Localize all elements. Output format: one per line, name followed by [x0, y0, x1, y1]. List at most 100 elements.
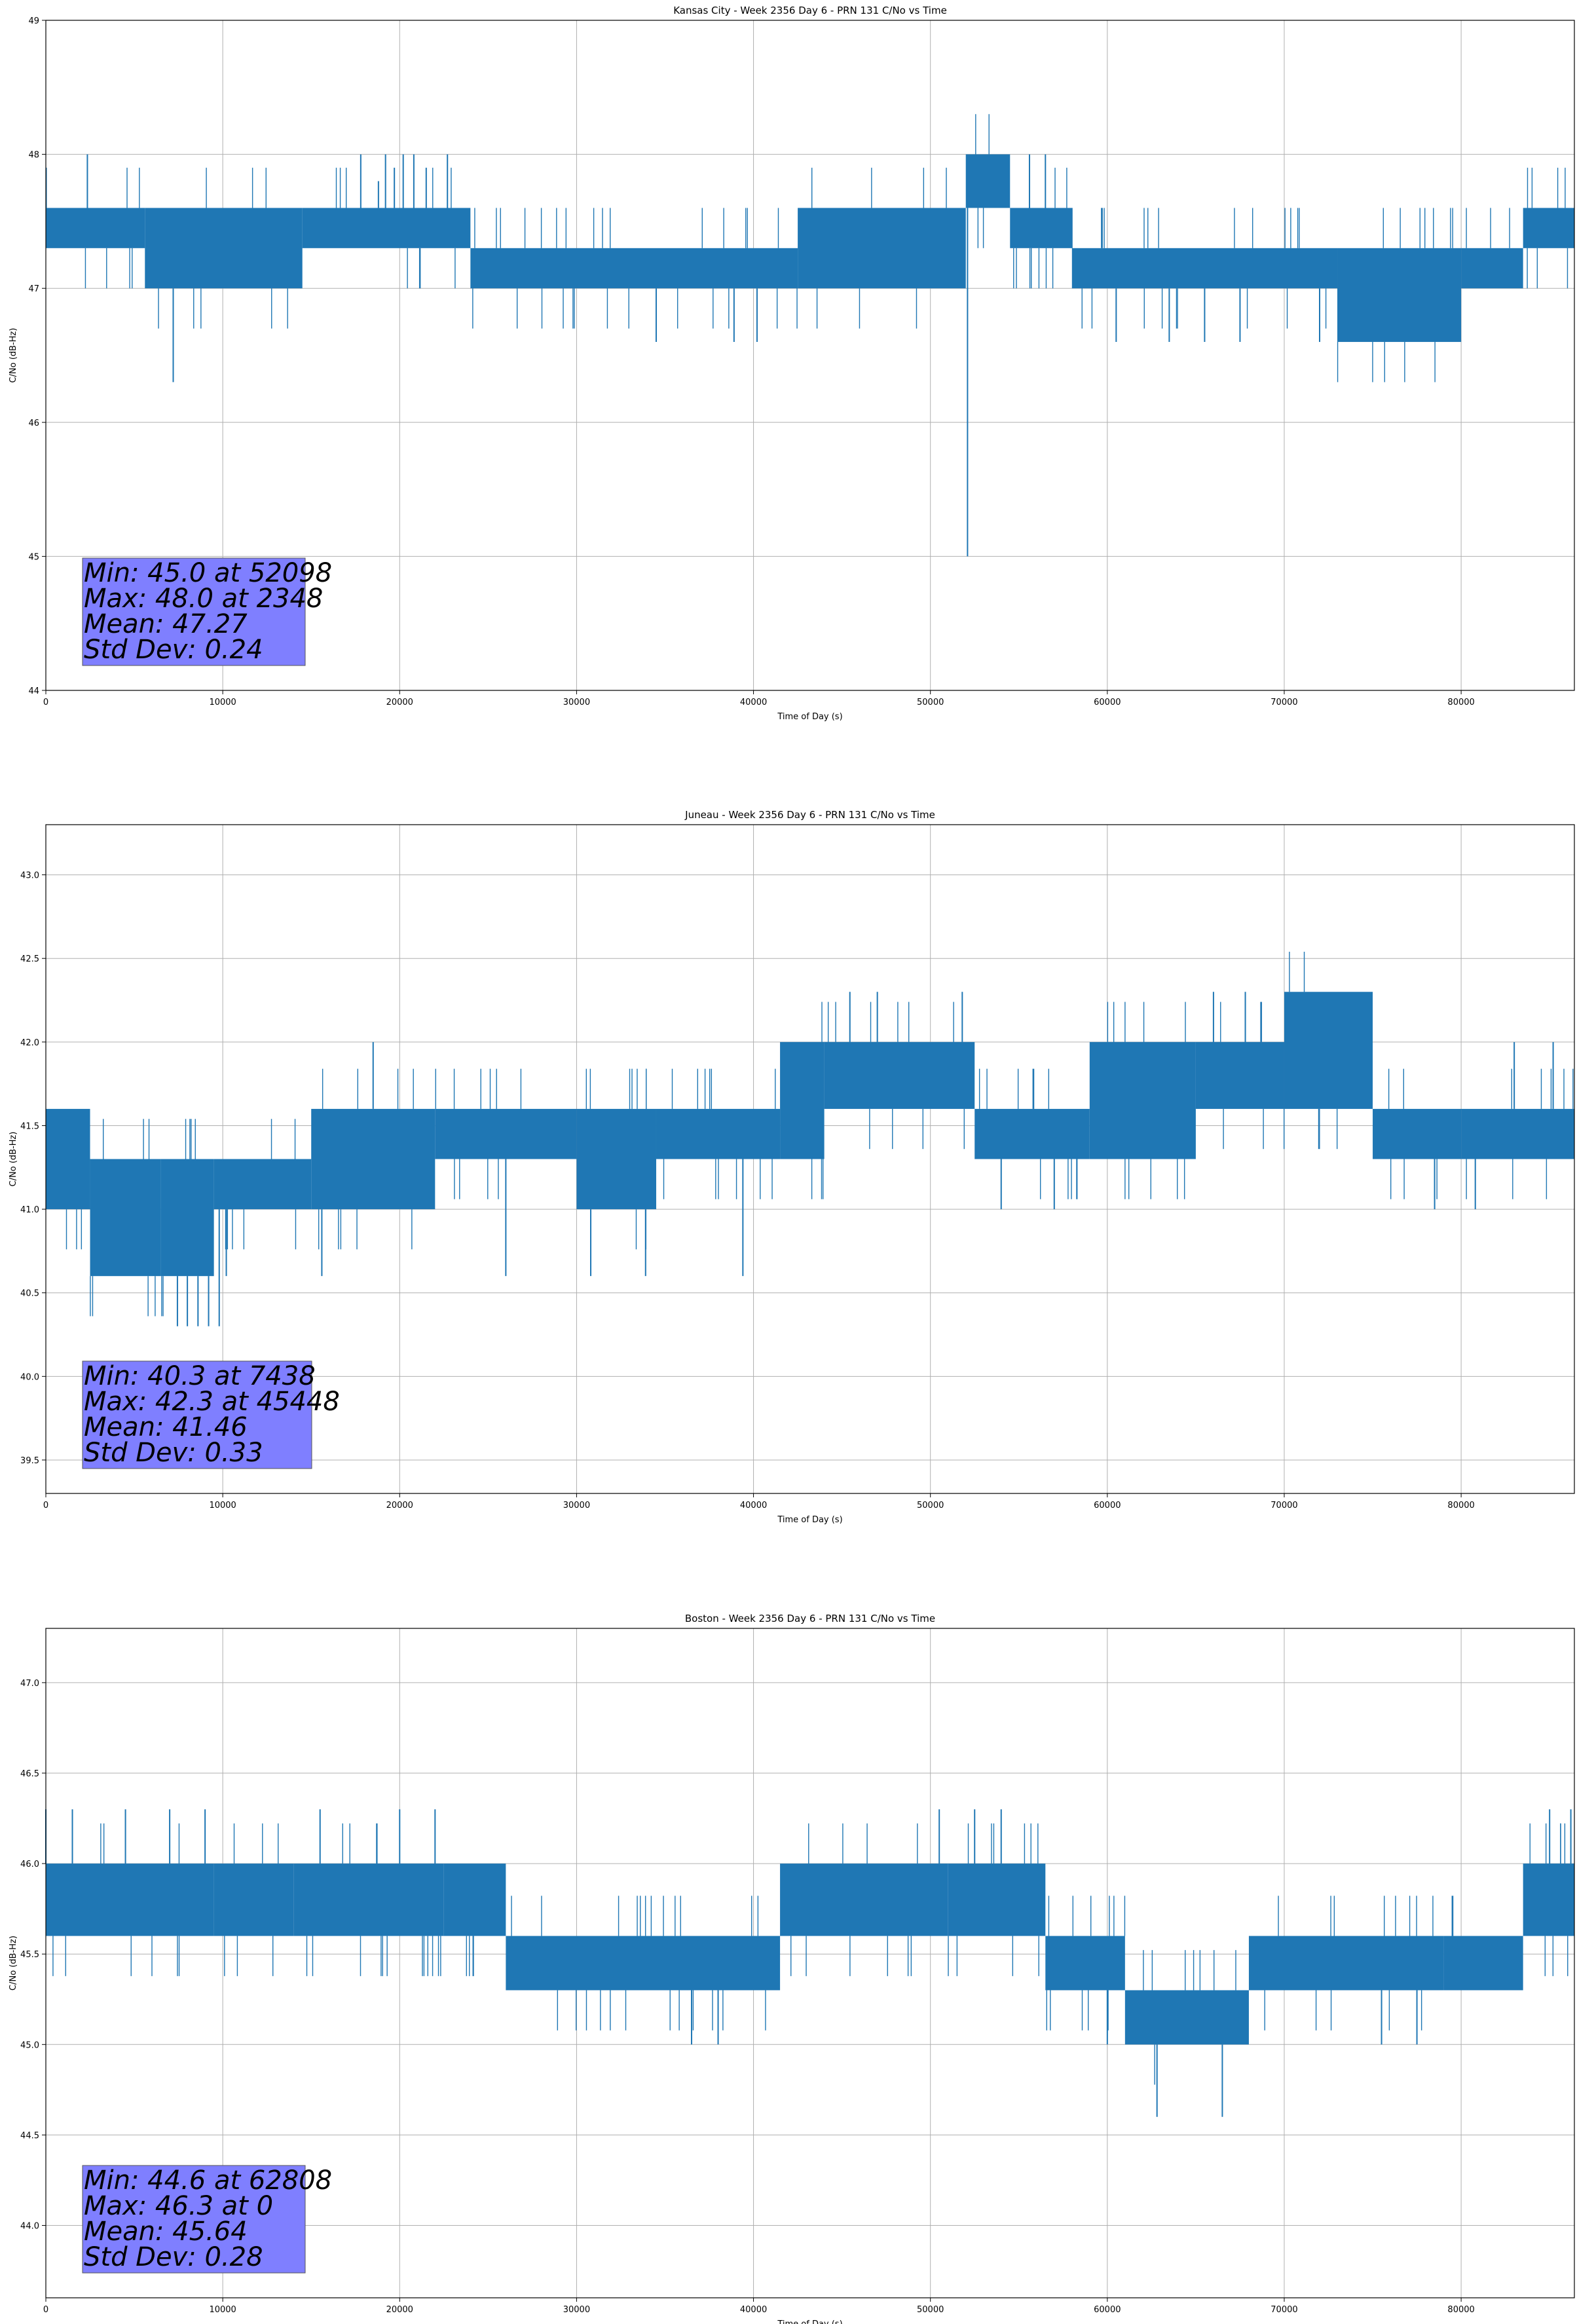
y-tick-label: 42.5	[20, 954, 39, 964]
series-band	[1071, 248, 1338, 289]
y-tick-label: 44	[28, 686, 39, 696]
stats-line: Max: 42.3 at 45448	[84, 1387, 340, 1417]
y-tick-label: 47	[28, 284, 39, 294]
y-tick-label: 46	[28, 419, 39, 428]
series-band	[656, 1108, 781, 1159]
chart-title: Kansas City - Week 2356 Day 6 - PRN 131 …	[673, 5, 947, 16]
series-band	[1443, 1936, 1523, 1991]
stats-line: Min: 40.3 at 7438	[84, 1361, 316, 1391]
x-tick-label: 70000	[1271, 2305, 1297, 2315]
y-tick-label: 48	[28, 151, 39, 160]
y-tick-label: 47.0	[20, 1679, 39, 1689]
stats-line: Min: 45.0 at 52098	[84, 558, 332, 588]
series-band	[470, 248, 798, 289]
series-band	[1373, 1108, 1462, 1159]
series-band	[1284, 992, 1373, 1109]
series-band	[46, 1108, 90, 1210]
series-band	[948, 1864, 1046, 1936]
x-tick-label: 70000	[1271, 698, 1297, 707]
y-tick-label: 49	[28, 16, 39, 26]
y-tick-label: 46.5	[20, 1769, 39, 1779]
series-band	[302, 208, 471, 248]
series-band	[1010, 208, 1072, 248]
series-band	[824, 1041, 975, 1109]
stats-box	[82, 2165, 306, 2274]
x-tick-label: 70000	[1271, 1501, 1297, 1510]
series-band	[965, 154, 1011, 208]
x-tick-label: 80000	[1447, 698, 1474, 707]
series-band	[145, 208, 303, 289]
series-band	[974, 1108, 1090, 1159]
stats-line: Std Dev: 0.28	[84, 2242, 263, 2272]
stats-line: Std Dev: 0.33	[84, 1438, 263, 1468]
series-band	[1089, 1041, 1196, 1159]
data-series	[45, 1809, 1574, 2117]
series-band	[213, 1864, 294, 1936]
x-tick-label: 30000	[563, 2305, 590, 2315]
series-band	[506, 1936, 781, 1991]
series-band	[780, 1864, 948, 1936]
x-tick-label: 20000	[386, 2305, 413, 2315]
y-tick-label: 41.0	[20, 1205, 39, 1215]
series-band	[90, 1159, 161, 1277]
y-tick-label: 42.0	[20, 1038, 39, 1048]
series-band	[443, 1864, 506, 1936]
series-band	[46, 208, 145, 248]
series-band	[1523, 1864, 1574, 1936]
series-band	[1124, 1990, 1249, 2045]
x-tick-label: 20000	[386, 698, 413, 707]
x-tick-label: 60000	[1094, 2305, 1121, 2315]
chart-panel-3: 0 10000 20000 30000 40000 50000 60000 70000 8000…	[9, 1613, 1575, 2324]
series-band	[311, 1108, 436, 1210]
x-axis-label: Time of Day (s)	[777, 2319, 842, 2324]
x-tick-label: 10000	[209, 2305, 236, 2315]
y-tick-label: 39.5	[20, 1456, 39, 1466]
plot-frame	[45, 20, 1575, 691]
x-tick-label: 80000	[1447, 1501, 1474, 1510]
y-axis-label: C/No (dB-Hz)	[9, 328, 18, 383]
x-tick-label: 40000	[740, 2305, 767, 2315]
stats-line: Min: 44.6 at 62808	[84, 2165, 332, 2196]
series-band	[1523, 208, 1574, 248]
series-band	[435, 1108, 577, 1159]
stats-line: Mean: 41.46	[84, 1412, 248, 1442]
x-tick-label: 60000	[1094, 698, 1121, 707]
x-tick-label: 80000	[1447, 2305, 1474, 2315]
data-series	[46, 951, 1574, 1326]
x-tick-label: 10000	[209, 698, 236, 707]
y-axis-label: C/No (dB-Hz)	[9, 1936, 18, 1991]
x-tick-label: 40000	[740, 698, 767, 707]
x-tick-label: 50000	[917, 1501, 944, 1510]
x-tick-label: 30000	[563, 1501, 590, 1510]
stats-box	[82, 1360, 312, 1469]
x-tick-label: 30000	[563, 698, 590, 707]
x-tick-label: 60000	[1094, 1501, 1121, 1510]
y-tick-label: 46.0	[20, 1860, 39, 1869]
series-band	[1337, 248, 1462, 343]
data-series	[46, 114, 1574, 557]
x-axis-label: Time of Day (s)	[777, 712, 842, 722]
stats-line: Max: 46.3 at 0	[84, 2191, 273, 2221]
y-tick-label: 44.5	[20, 2131, 39, 2141]
stats-line: Mean: 47.27	[84, 609, 248, 639]
stats-line: Max: 48.0 at 2348	[84, 584, 323, 614]
x-tick-label: 20000	[386, 1501, 413, 1510]
x-tick-label: 0	[43, 2305, 48, 2315]
stats-box	[82, 557, 306, 666]
series-band	[798, 208, 966, 289]
series-band	[576, 1108, 656, 1210]
y-tick-label: 43.0	[20, 871, 39, 881]
series-band	[780, 1041, 825, 1159]
series-band	[1195, 1041, 1284, 1109]
y-axis-label: C/No (dB-Hz)	[9, 1132, 18, 1187]
series-band	[213, 1159, 312, 1210]
plot-frame	[45, 824, 1575, 1494]
x-tick-label: 0	[43, 1501, 48, 1510]
series-band	[160, 1159, 214, 1277]
stats-line: Std Dev: 0.24	[84, 635, 263, 665]
chart-title: Boston - Week 2356 Day 6 - PRN 131 C/No …	[685, 1613, 935, 1624]
chart-title: Juneau - Week 2356 Day 6 - PRN 131 C/No …	[684, 809, 935, 821]
x-tick-label: 40000	[740, 1501, 767, 1510]
series-band	[1248, 1936, 1444, 1991]
